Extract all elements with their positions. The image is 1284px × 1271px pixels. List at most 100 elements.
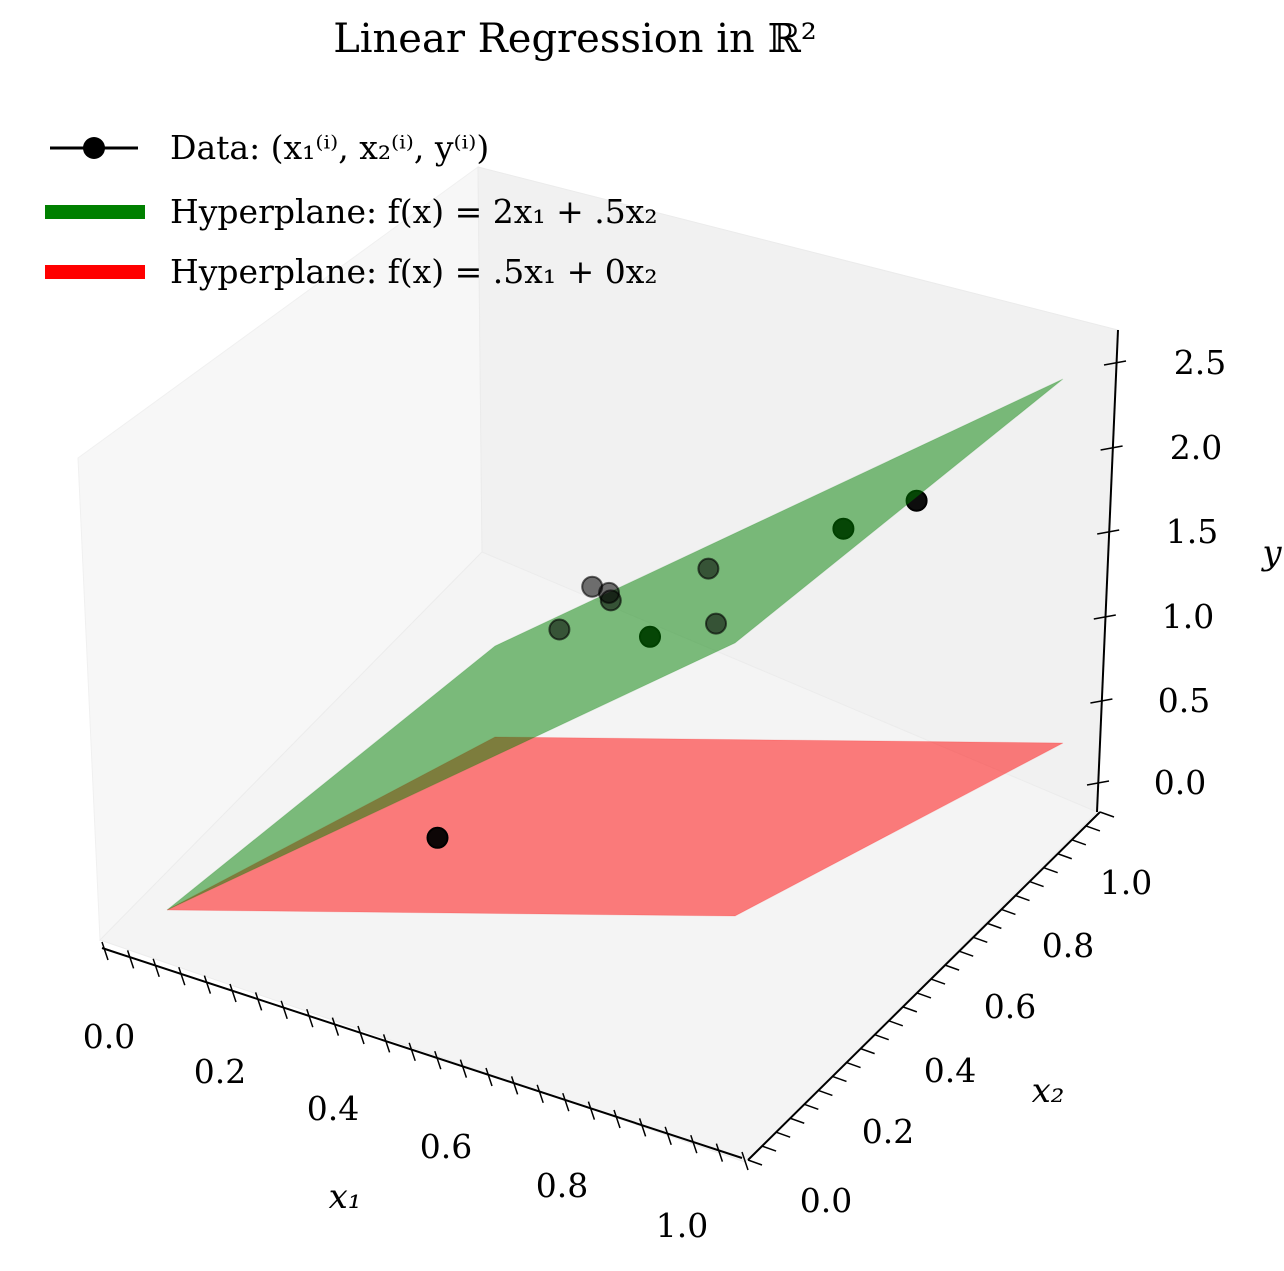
x-axis-label: x₁ — [329, 1177, 362, 1217]
x2-tick-mark — [1085, 825, 1101, 832]
x-tick-mark — [562, 1092, 570, 1112]
x2-tick-mark — [832, 1075, 847, 1083]
data-point — [697, 557, 720, 580]
data-point — [598, 581, 620, 604]
points-front-layer — [548, 557, 727, 641]
x2-tick-label: 0.6 — [984, 987, 1036, 1026]
legend-label: Hyperplane: f(x) = .5x₁ + 0x₂ — [170, 252, 658, 291]
y-tick-label: 2.0 — [1170, 428, 1222, 467]
y-tick-mark — [1086, 780, 1110, 786]
x-tick-label: 0.8 — [536, 1166, 588, 1205]
chart-title: Linear Regression in ℝ² — [333, 16, 817, 62]
x-tick-mark — [254, 992, 263, 1011]
x2-tick-mark — [1099, 811, 1115, 818]
x-tick-mark — [664, 1126, 672, 1146]
x2-tick-mark — [1071, 839, 1087, 846]
y-tick-mark — [1103, 360, 1127, 366]
y-tick-mark — [1090, 698, 1113, 704]
y-tick-label: 2.5 — [1174, 343, 1226, 382]
x2-tick-mark — [1057, 853, 1073, 860]
x2-tick-mark — [804, 1103, 819, 1111]
x-tick-mark — [101, 941, 109, 961]
x2-tick-mark — [1001, 908, 1016, 916]
x2-tick-mark — [916, 992, 932, 999]
x-tick-mark — [203, 975, 212, 994]
y-tick-label: 1.5 — [1166, 512, 1218, 551]
x-tick-mark — [178, 966, 186, 986]
x-tick-mark — [536, 1084, 544, 1104]
x-tick-mark — [280, 1000, 288, 1020]
x-tick-mark — [485, 1067, 493, 1087]
x2-tick-label: 0.2 — [862, 1112, 914, 1151]
x2-tick-mark — [818, 1089, 833, 1097]
x2-tick-mark — [944, 964, 960, 971]
y-tick-label: 0.5 — [1158, 681, 1210, 720]
y-axis-label: x₂ — [1032, 1071, 1065, 1111]
y-axis-line — [1096, 329, 1119, 813]
x-tick-mark — [638, 1118, 647, 1137]
x-tick-mark — [459, 1059, 468, 1078]
legend-swatch — [45, 205, 145, 219]
y-tick-mark — [1093, 614, 1116, 620]
x-tick-mark — [306, 1008, 314, 1028]
legend-marker — [83, 137, 105, 159]
green-plane-layer — [166, 378, 1064, 911]
legend-entry: Hyperplane: f(x) = 2x₁ + .5x₂ — [45, 192, 658, 231]
legend-entry: Hyperplane: f(x) = .5x₁ + 0x₂ — [45, 252, 658, 291]
y-tick-mark — [1100, 445, 1123, 451]
y-tick-label: 0.0 — [1154, 763, 1206, 802]
x-tick-mark — [434, 1050, 442, 1070]
data-point — [705, 612, 727, 635]
data-point — [426, 826, 449, 849]
x2-tick-mark — [1043, 866, 1058, 874]
legend-entry: Data: (x₁⁽ⁱ⁾, x₂⁽ⁱ⁾, y⁽ⁱ⁾) — [50, 128, 489, 167]
x-tick-mark — [382, 1034, 391, 1053]
x2-tick-mark — [874, 1034, 889, 1041]
x2-tick-mark — [747, 1159, 763, 1166]
x-tick-mark — [587, 1101, 596, 1120]
x2-tick-label: 1.0 — [1100, 863, 1152, 902]
x2-tick-mark — [1029, 880, 1044, 888]
x2-tick-mark — [973, 936, 988, 943]
x2-tick-label: 0.0 — [800, 1181, 852, 1220]
x2-tick-mark — [902, 1006, 918, 1013]
legend-swatch — [45, 265, 145, 279]
x2-tick-label: 0.4 — [924, 1051, 976, 1090]
x-tick-mark — [510, 1076, 519, 1095]
x-tick-label: 0.0 — [83, 1017, 135, 1056]
x2-tick-mark — [1015, 894, 1030, 902]
legend-label: Hyperplane: f(x) = 2x₁ + .5x₂ — [170, 192, 658, 231]
x-tick-mark — [331, 1017, 340, 1036]
legend: Data: (x₁⁽ⁱ⁾, x₂⁽ⁱ⁾, y⁽ⁱ⁾) Hyperplane: f(… — [45, 128, 658, 291]
x2-tick-label: 0.8 — [1042, 926, 1094, 965]
x-tick-mark — [152, 958, 160, 978]
legend-label: Data: (x₁⁽ⁱ⁾, x₂⁽ⁱ⁾, y⁽ⁱ⁾) — [170, 128, 489, 167]
z-axis-label: y — [1260, 533, 1282, 573]
x-tick-mark — [229, 983, 237, 1003]
x-tick-label: 1.0 — [656, 1206, 708, 1245]
x-tick-label: 0.6 — [420, 1127, 472, 1166]
plane-green — [166, 378, 1064, 911]
x2-tick-mark — [789, 1117, 805, 1124]
x-tick-mark — [357, 1025, 365, 1045]
x2-tick-mark — [775, 1131, 791, 1138]
x-tick-label: 0.4 — [307, 1089, 359, 1128]
x2-tick-mark — [846, 1061, 861, 1069]
x-tick-mark — [690, 1134, 698, 1154]
x2-tick-mark — [761, 1145, 777, 1152]
x-tick-mark — [613, 1109, 621, 1129]
x-tick-mark — [715, 1143, 724, 1162]
x2-tick-mark — [860, 1047, 875, 1055]
data-point — [548, 618, 571, 641]
x-tick-mark — [741, 1151, 749, 1171]
x-tick-mark — [126, 950, 135, 969]
y-tick-label: 1.0 — [1162, 597, 1214, 636]
x2-tick-mark — [987, 922, 1002, 930]
x2-tick-mark — [958, 950, 974, 957]
x2-tick-mark — [930, 978, 946, 985]
axes-layer: 0.00.20.40.60.81.00.00.20.40.60.81.00.00… — [83, 329, 1226, 1245]
y-tick-mark — [1097, 529, 1120, 535]
x-tick-label: 0.2 — [194, 1052, 246, 1091]
x2-axis-line — [747, 811, 1101, 1161]
